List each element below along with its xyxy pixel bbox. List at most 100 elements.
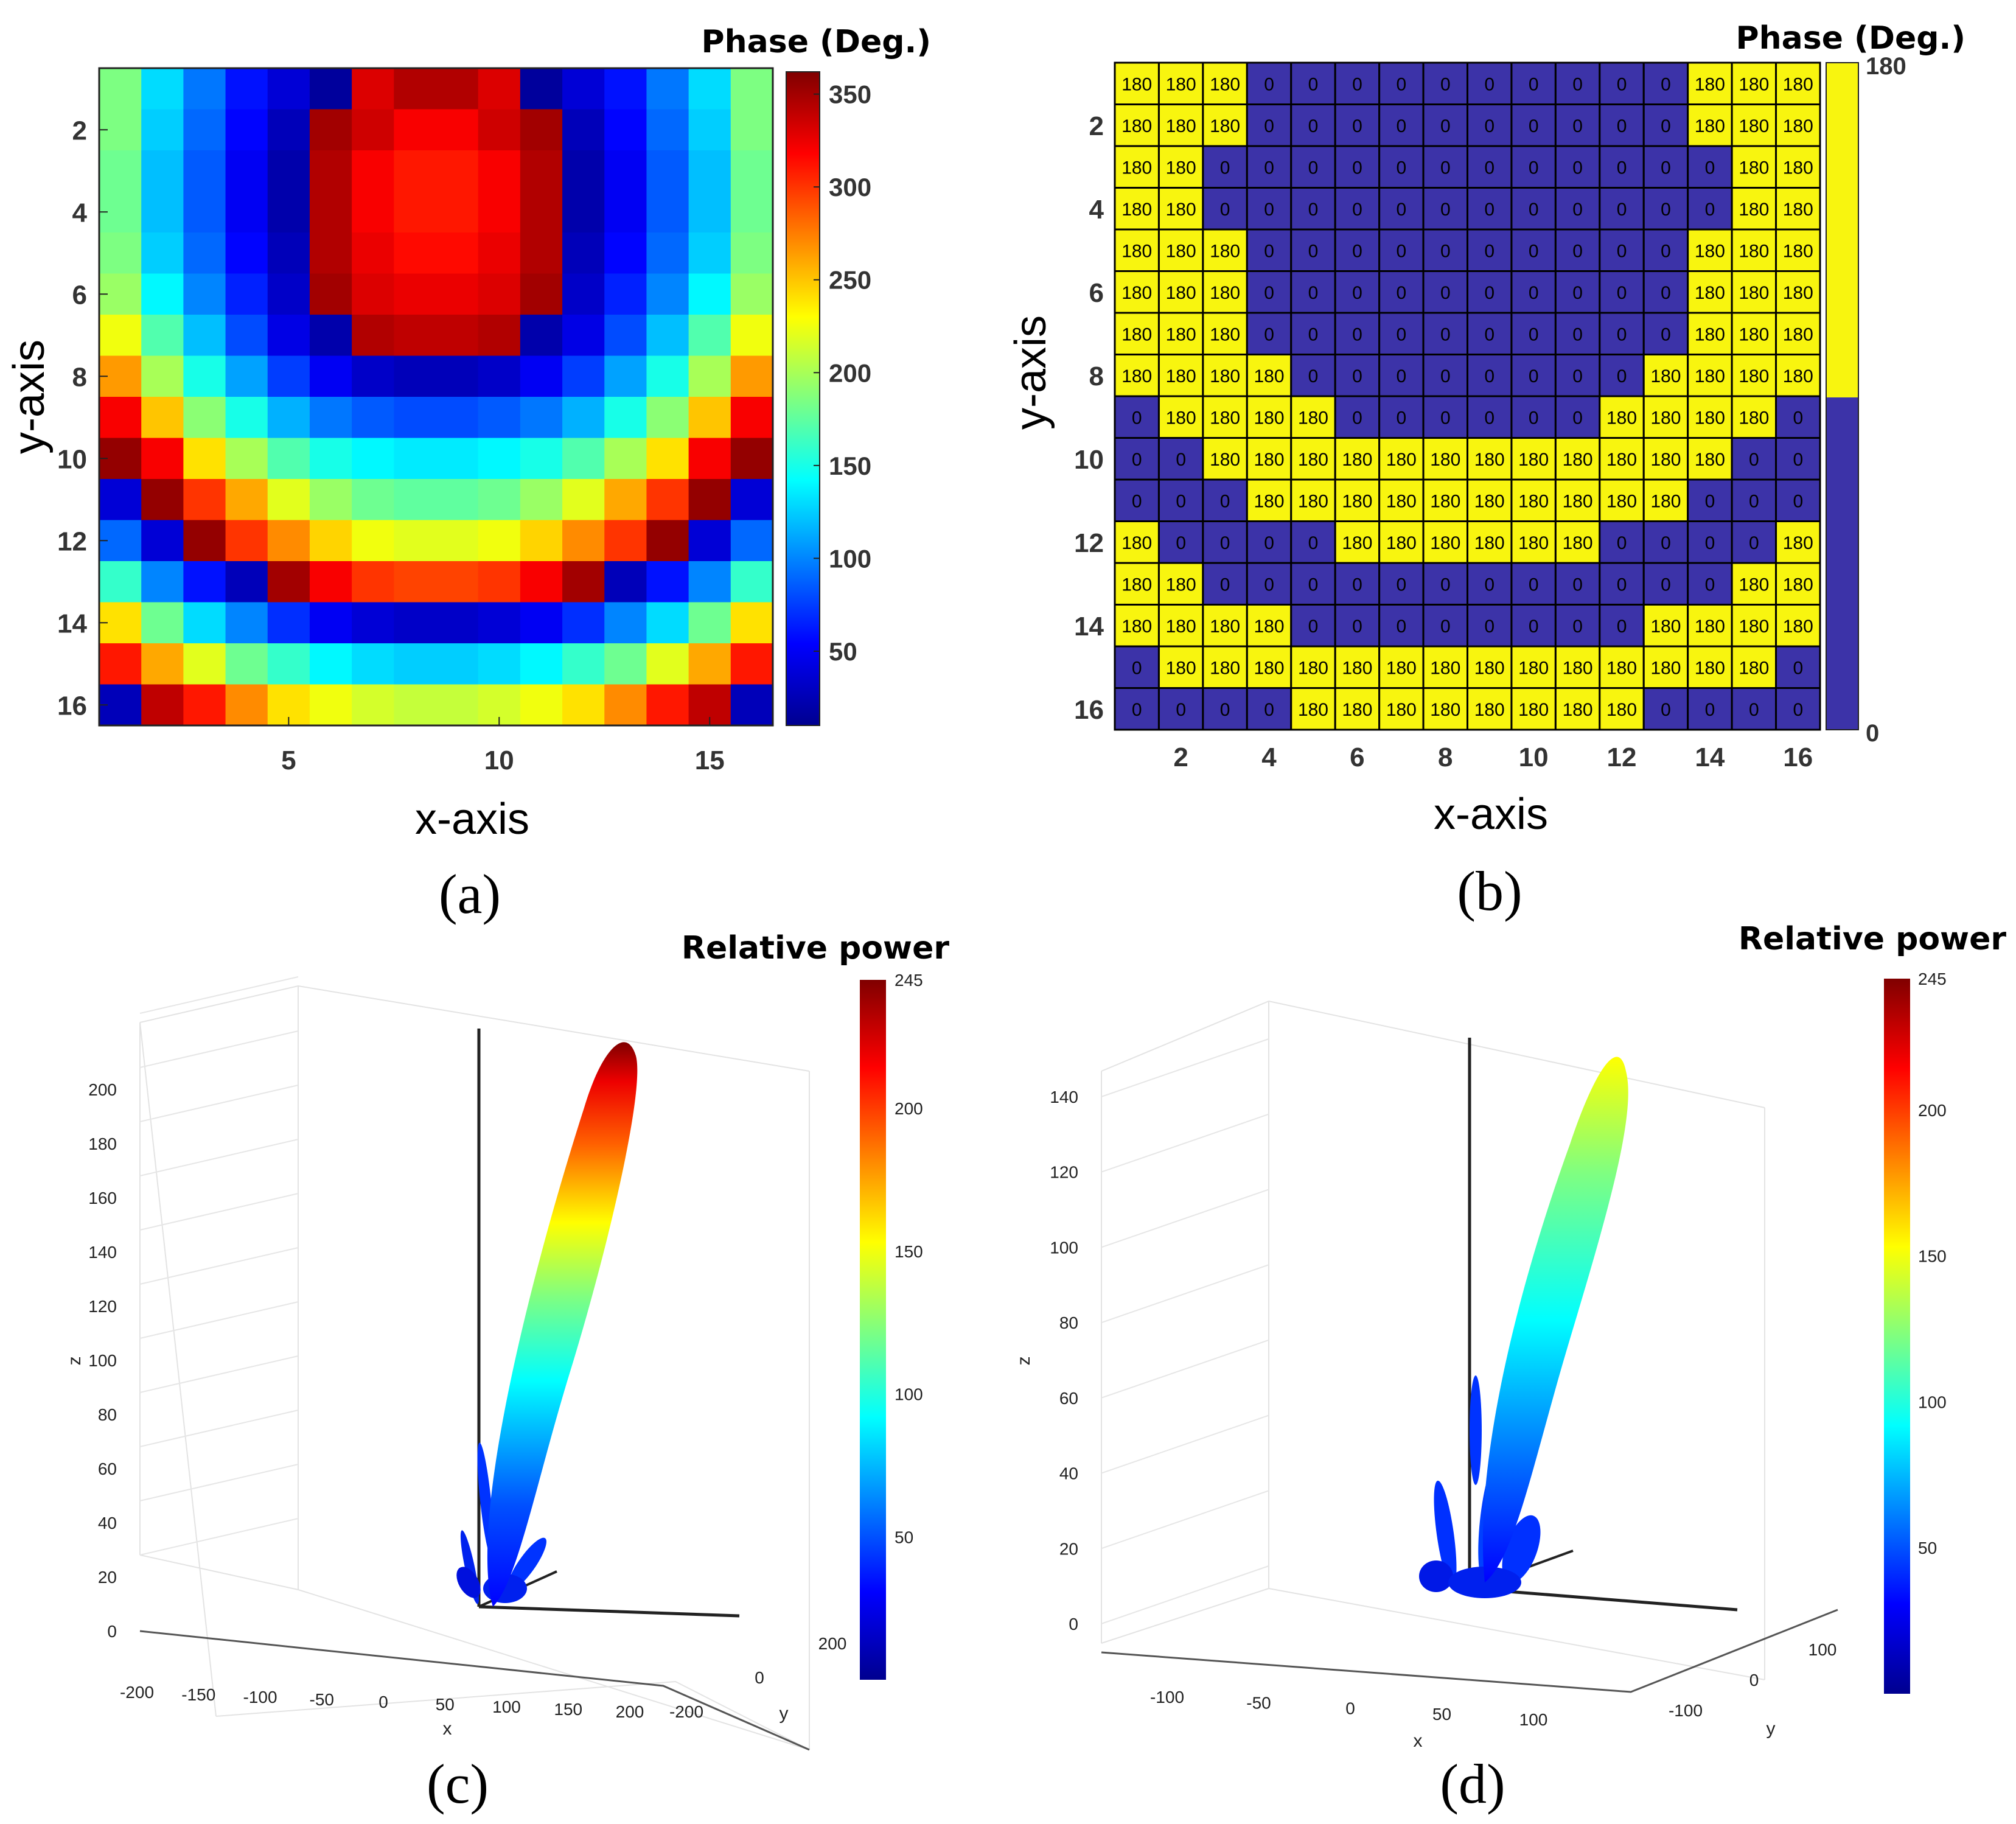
grid-cell-value: 0 xyxy=(1661,241,1671,261)
grid-line xyxy=(139,976,299,1014)
heatmap-cell xyxy=(562,68,605,110)
grid-cell xyxy=(1642,145,1689,189)
grid-cell-value: 0 xyxy=(1440,408,1451,428)
heatmap-cell xyxy=(520,273,563,315)
grid-cell xyxy=(1775,687,1821,731)
panel-b-colorbar-180 xyxy=(1826,63,1858,397)
grid-cell xyxy=(1467,645,1513,689)
grid-cell-value: 0 xyxy=(1617,575,1627,595)
x-tick-label: 100 xyxy=(492,1697,521,1716)
grid-cell xyxy=(1334,604,1381,648)
x-tick-label: 2 xyxy=(1173,743,1188,772)
panel-c-x-ticks: -200 -150 -100 -50 0 50 100 150 200 xyxy=(120,1683,644,1721)
heatmap-cell xyxy=(478,273,521,315)
grid-cell xyxy=(1246,478,1292,522)
heatmap-cell xyxy=(225,150,268,192)
heatmap-cell xyxy=(562,315,605,357)
z-tick-label: 80 xyxy=(1059,1313,1078,1332)
heatmap-cell xyxy=(604,684,647,726)
x-tick-label: -150 xyxy=(181,1685,215,1704)
grid-cell xyxy=(1510,478,1557,522)
grid-cell-value: 0 xyxy=(1661,283,1671,303)
grid-cell-value: 180 xyxy=(1166,617,1196,637)
grid-cell-value: 0 xyxy=(1352,241,1362,261)
heatmap-cell xyxy=(183,520,226,562)
grid-cell-value: 0 xyxy=(1397,116,1407,136)
heatmap-cell xyxy=(688,273,731,315)
grid-cell-value: 0 xyxy=(1617,74,1627,94)
grid-cell-value: 0 xyxy=(1572,158,1583,178)
heatmap-cell xyxy=(562,191,605,233)
heatmap-cell xyxy=(646,438,689,480)
grid-cell xyxy=(1687,145,1733,189)
panel-c-colorbar-title: Relative power xyxy=(682,930,949,966)
heatmap-cell xyxy=(225,109,268,151)
panel-c-main-lobe xyxy=(487,1042,638,1607)
grid-cell-value: 180 xyxy=(1430,533,1460,553)
colorbar-tick-label: 200 xyxy=(895,1099,923,1118)
grid-cell-value: 180 xyxy=(1430,658,1460,678)
heatmap-cell xyxy=(604,273,647,315)
grid-cell-value: 180 xyxy=(1563,700,1593,720)
grid-cell-value: 0 xyxy=(1176,533,1186,553)
heatmap-cell xyxy=(352,191,394,233)
grid-cell-value: 180 xyxy=(1739,241,1769,261)
heatmap-cell xyxy=(267,397,310,439)
heatmap-cell xyxy=(394,150,437,192)
grid-cell-value: 180 xyxy=(1166,658,1196,678)
heatmap-cell xyxy=(225,684,268,726)
grid-cell-value: 0 xyxy=(1572,366,1583,386)
grid-cell xyxy=(1334,312,1381,355)
grid-cell-value: 0 xyxy=(1617,158,1627,178)
heatmap-cell xyxy=(309,232,352,274)
heatmap-cell xyxy=(520,643,563,685)
grid-cell-value: 180 xyxy=(1739,200,1769,220)
grid-cell-value: 180 xyxy=(1650,491,1681,511)
grid-cell-value: 180 xyxy=(1210,283,1240,303)
grid-cell-value: 0 xyxy=(1397,241,1407,261)
colorbar-tick-label: 245 xyxy=(895,971,923,990)
grid-cell xyxy=(1422,103,1468,147)
grid-cell-value: 180 xyxy=(1606,700,1637,720)
grid-cell-value: 180 xyxy=(1783,200,1813,220)
heatmap-cell xyxy=(730,602,773,644)
grid-cell-value: 0 xyxy=(1132,491,1142,511)
heatmap-cell xyxy=(225,397,268,439)
grid-cell-value: 0 xyxy=(1793,408,1803,428)
grid-cell xyxy=(1467,228,1513,272)
heatmap-cell xyxy=(99,68,142,110)
heatmap-cell xyxy=(520,397,563,439)
grid-cell-value: 180 xyxy=(1739,408,1769,428)
grid-cell-value: 180 xyxy=(1650,408,1681,428)
grid-cell-value: 180 xyxy=(1121,200,1152,220)
grid-cell-value: 0 xyxy=(1705,200,1715,220)
grid-cell-value: 0 xyxy=(1529,408,1539,428)
grid-cell-value: 180 xyxy=(1695,241,1725,261)
heatmap-cell xyxy=(309,273,352,315)
grid-cell-value: 0 xyxy=(1617,324,1627,344)
grid-cell xyxy=(1202,228,1248,272)
heatmap-cell xyxy=(267,315,310,357)
z-tick-label: 140 xyxy=(1050,1088,1078,1106)
panel-c-grid-lines xyxy=(139,976,299,1556)
heatmap-cell xyxy=(562,561,605,603)
heatmap-cell xyxy=(141,561,184,603)
y-tick-label: 100 xyxy=(1808,1640,1837,1659)
grid-cell xyxy=(1510,312,1557,355)
colorbar-tick-label: 150 xyxy=(1918,1247,1947,1266)
heatmap-cell xyxy=(604,315,647,357)
grid-cell-value: 0 xyxy=(1397,283,1407,303)
z-tick-label: 100 xyxy=(1050,1238,1078,1257)
grid-cell xyxy=(1114,395,1160,439)
heatmap-cell xyxy=(478,68,521,110)
z-tick-label: 160 xyxy=(88,1189,117,1207)
panel-c-y-ticks: -200 0 200 xyxy=(669,1634,846,1721)
grid-cell-value: 180 xyxy=(1210,658,1240,678)
grid-line xyxy=(1101,1339,1269,1399)
panel-b-colorbar-tick-180: 180 xyxy=(1866,53,1906,80)
heatmap-cell xyxy=(99,232,142,274)
grid-cell-value: 180 xyxy=(1121,324,1152,344)
grid-cell-value: 0 xyxy=(1352,158,1362,178)
heatmap-cell xyxy=(562,684,605,726)
heatmap-cell xyxy=(646,109,689,151)
